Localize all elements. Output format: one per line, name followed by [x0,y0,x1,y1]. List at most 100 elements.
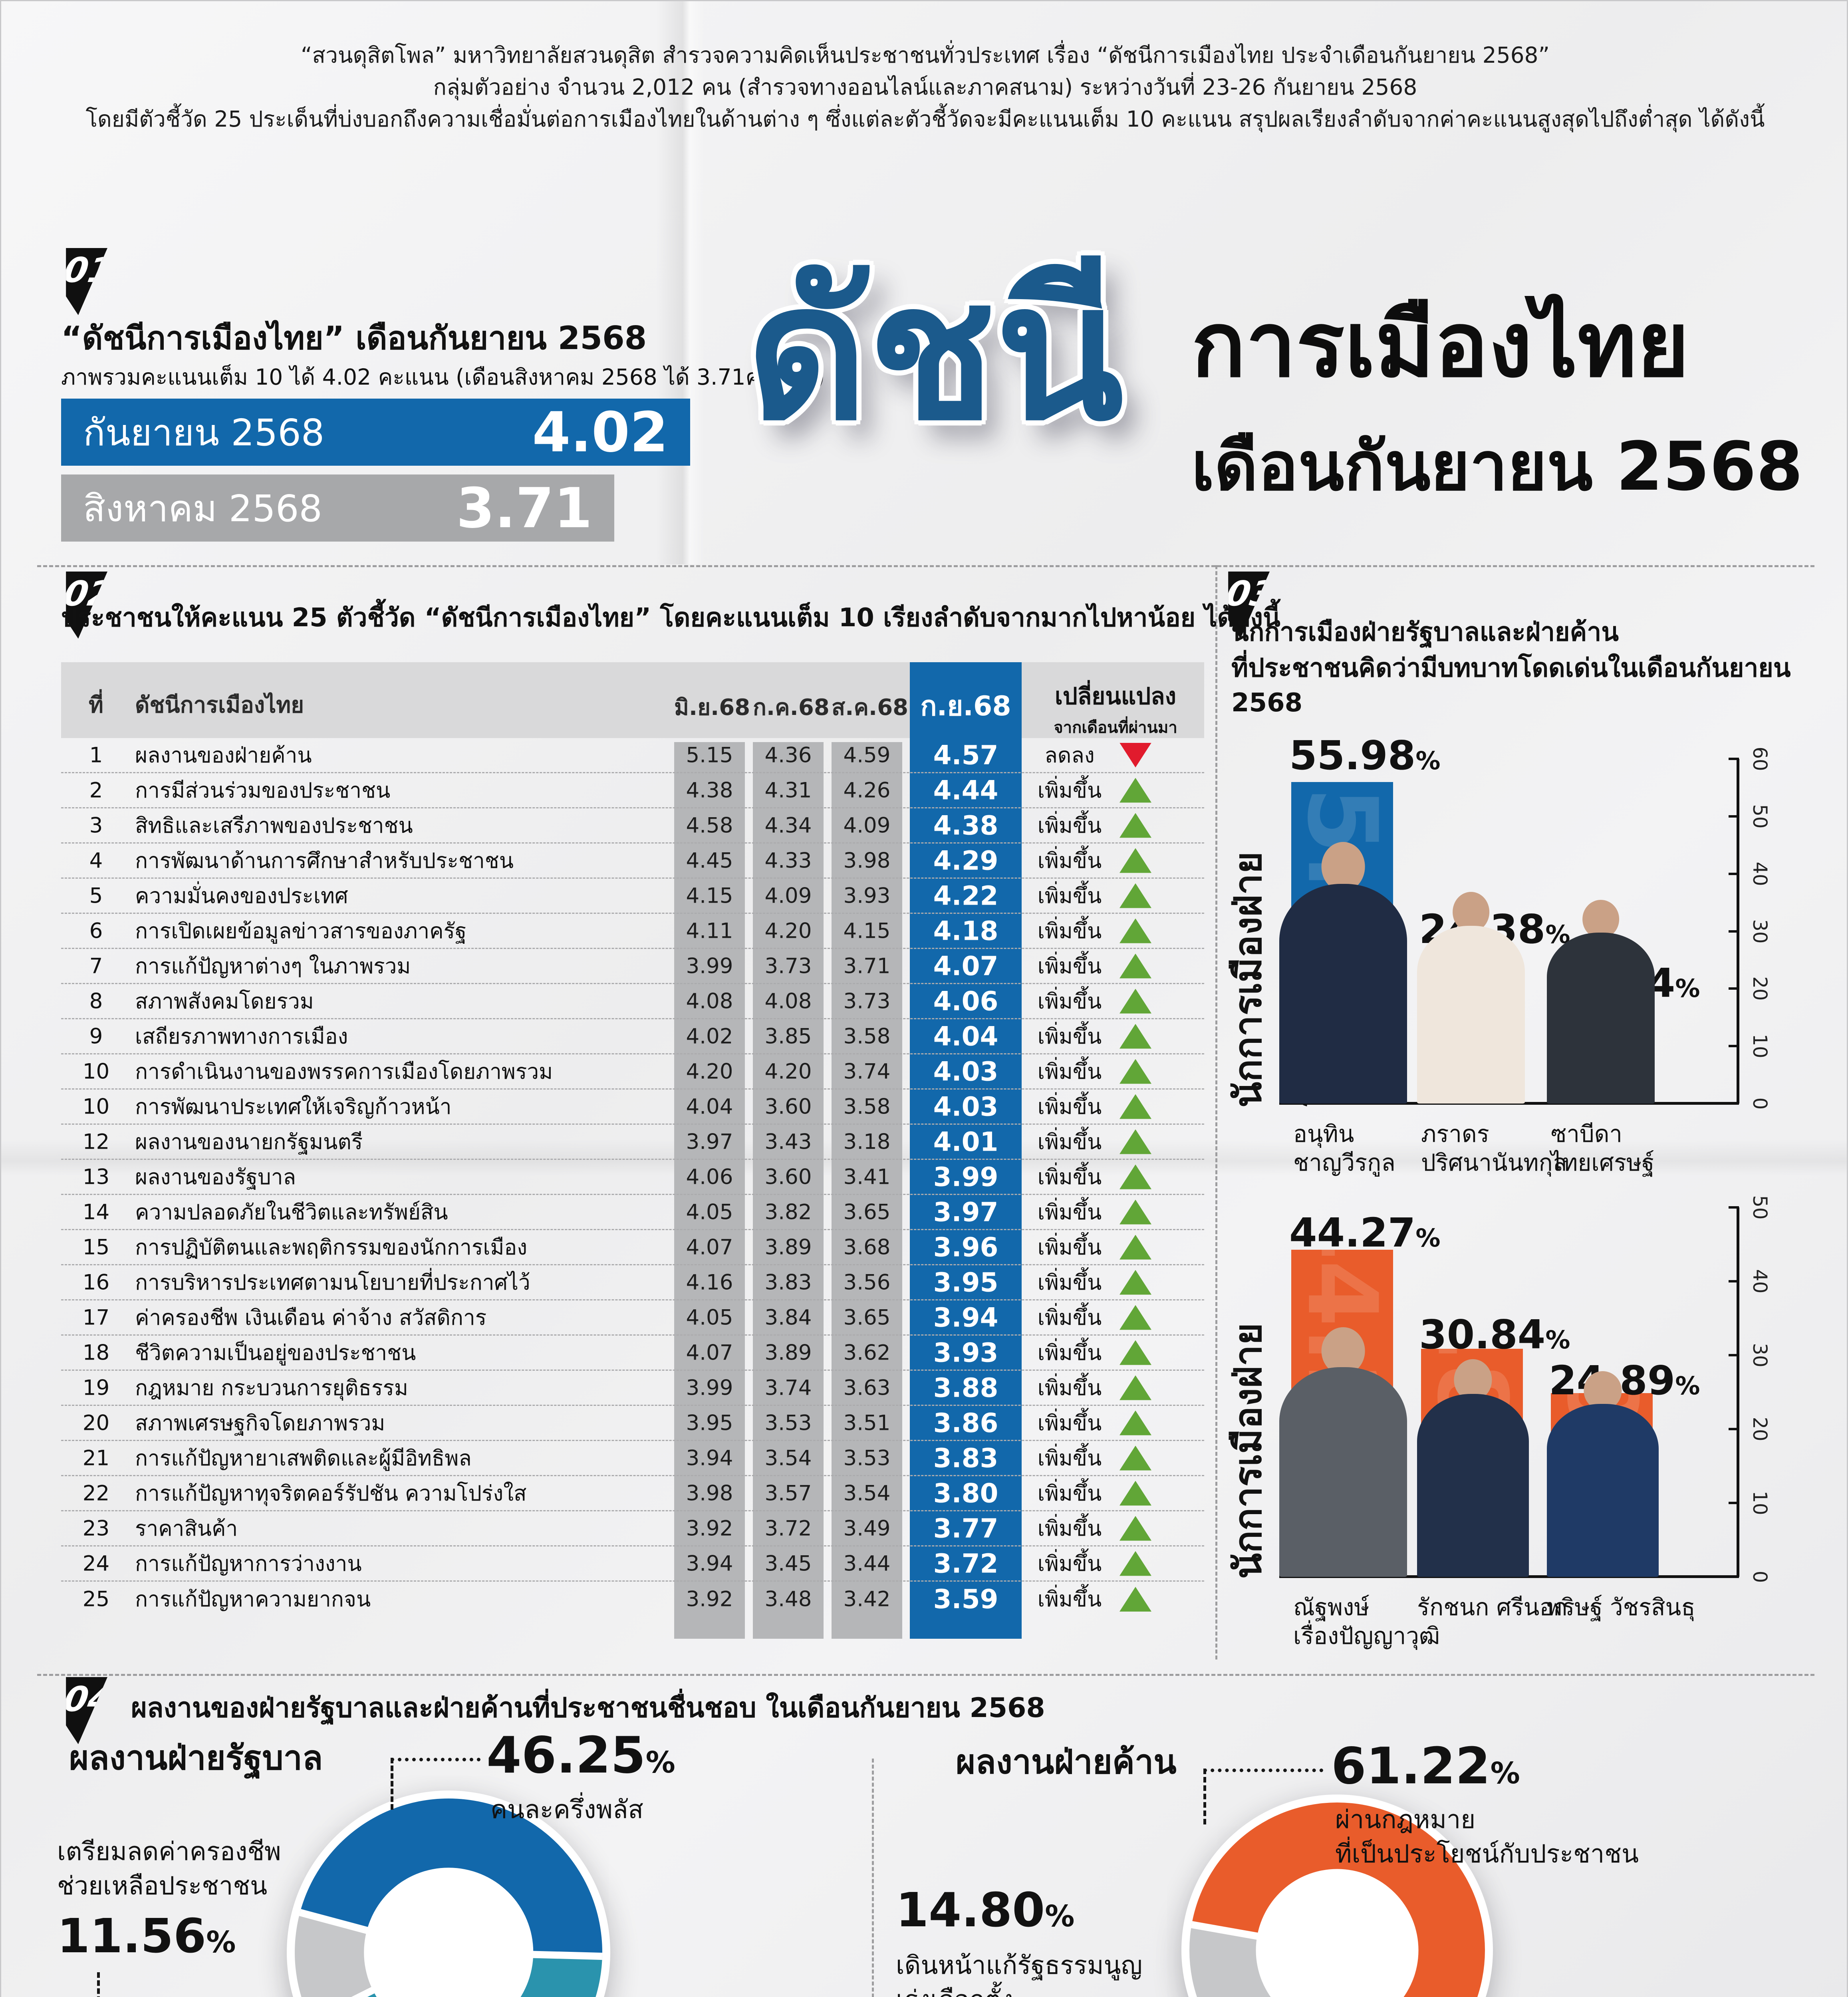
row-indicator: การพัฒนาประเทศให้เจริญก้าวหน้า [135,1094,452,1119]
row-rank: 10 [82,1059,110,1084]
row-rank: 21 [82,1446,110,1470]
col-header-jul: ก.ค.68 [753,695,830,721]
table-row: 10 การพัฒนาประเทศให้เจริญก้าวหน้า 4.04 3.60… [61,1090,1204,1125]
row-indicator: ผลงานของรัฐบาล [135,1165,296,1189]
row-score-sep: 3.83 [933,1443,998,1473]
table-row: 13 ผลงานของรัฐบาล 4.06 3.60 3.41 3.99 เพิ่มขึ้… [61,1160,1204,1195]
indicator-table: ที่ ดัชนีการเมืองไทย มิ.ย.68 ก.ค.68 ส.ค.… [61,662,1204,1645]
row-score-aug: 3.58 [843,1024,891,1048]
row-rank: 22 [82,1481,110,1505]
header-line1: “สวนดุสิตโพล” มหาวิทยาลัยสวนดุสิต สำรวจค… [300,42,1550,68]
row-indicator: ชีวิตความเป็นอยู่ของประชาชน [135,1340,416,1365]
table-row: 25 การแก้ปัญหาความยากจน 3.92 3.48 3.42 3.59 เพ… [61,1582,1204,1617]
table-row: 20 สภาพเศรษฐกิจโดยภาพรวม 3.95 3.53 3.51 3.86 เ… [61,1406,1204,1441]
row-indicator: การแก้ปัญหาความยากจน [135,1587,371,1612]
row-rank: 1 [89,743,103,767]
row-score-jun: 3.94 [686,1446,733,1470]
gov-bar1-name: อนุทิน ชาญวีรกูล [1293,1120,1395,1176]
row-indicator: สภาพเศรษฐกิจโดยภาพรวม [135,1411,385,1435]
row-score-sep: 3.97 [933,1197,998,1227]
axis-tick-label: 0 [1749,1097,1771,1110]
row-score-sep: 4.57 [933,740,998,770]
section-1-title: “ดัชนีการเมืองไทย” เดือนกันยายน 2568 [61,320,647,357]
row-score-jul: 3.89 [764,1235,812,1259]
axis-tick: 0 [1729,1571,1771,1583]
row-indicator: การแก้ปัญหาทุจริตคอร์รัปชัน ความโปร่งใส [135,1481,527,1506]
row-score-aug: 3.62 [843,1340,891,1365]
row-score-aug: 3.51 [843,1411,891,1435]
row-score-jul: 3.83 [764,1270,812,1294]
row-score-jul: 4.33 [764,848,812,873]
politician-photo-anutin [1279,842,1407,1104]
row-score-sep: 4.04 [933,1021,998,1052]
big-title-politics-word: การเมืองไทย [1191,293,1689,397]
row-change-word: เพิ่มขึ้น [1037,1411,1102,1435]
col-header-indicator: ดัชนีการเมืองไทย [135,692,304,718]
top-header: “สวนดุสิตโพล” มหาวิทยาลัยสวนดุสิต สำรวจค… [1,39,1847,135]
row-indicator: เสถียรภาพทางการเมือง [135,1024,348,1049]
table-row: 14 ความปลอดภัยในชีวิตและทรัพย์สิน 4.05 3.82… [61,1195,1204,1230]
table-row: 4 การพัฒนาด้านการศึกษาสำหรับประชาชน 4.45 4.… [61,844,1204,879]
axis-tick: 30 [1729,1343,1771,1368]
table-row: 24 การแก้ปัญหาการว่างงาน 3.94 3.45 3.44 3.72 เ… [61,1546,1204,1582]
gov-donut-slice3-pct: 11.56% [57,1908,236,1963]
politician-photo-rukchanok [1417,1359,1529,1577]
row-rank: 17 [82,1305,110,1330]
table-row: 10 การดำเนินงานของพรรคการเมืองโดยภาพรวม 4.… [61,1054,1204,1090]
axis-tick: 20 [1729,1417,1771,1441]
col-header-jun: มิ.ย.68 [674,695,750,721]
score-bar-value: 4.02 [532,400,669,465]
col-header-change-main: เปลี่ยนแปลง [1055,683,1176,710]
row-score-jun: 3.99 [686,1376,733,1400]
down-arrow-icon [1120,742,1151,768]
up-arrow-icon [1120,1375,1151,1400]
score-bar-label: กันยายน 2568 [83,411,325,454]
up-arrow-icon [1120,1059,1151,1084]
row-score-aug: 3.71 [843,954,891,978]
opp-donut-slice1-pct: 61.22% [1331,1737,1520,1795]
up-arrow-icon [1120,1305,1151,1330]
up-arrow-icon [1120,1199,1151,1225]
row-score-aug: 3.68 [843,1235,891,1259]
axis-tick-label: 60 [1749,746,1771,771]
row-change-word: เพิ่มขึ้น [1037,1587,1102,1612]
row-rank: 20 [82,1411,110,1435]
row-rank: 18 [82,1340,110,1365]
up-arrow-icon [1120,1551,1151,1576]
up-arrow-icon [1120,953,1151,979]
row-score-jul: 4.20 [764,919,812,943]
row-score-jun: 4.04 [686,1094,733,1119]
up-arrow-icon [1120,1164,1151,1189]
row-change-word: เพิ่มขึ้น [1037,1200,1102,1225]
row-score-jul: 3.45 [764,1551,812,1576]
row-change-word: เพิ่มขึ้น [1037,1165,1102,1189]
divider-section4 [37,1674,1814,1676]
row-indicator: การปฏิบัติตนและพฤติกรรมของนักการเมือง [135,1235,528,1260]
row-indicator: การแก้ปัญหายาเสพติดและผู้มีอิทธิพล [135,1446,472,1471]
gov-donut-callout3-line [97,1972,100,1997]
row-score-jul: 3.85 [764,1024,812,1048]
row-indicator: สภาพสังคมโดยรวม [135,989,314,1014]
row-score-jun: 4.06 [686,1165,733,1189]
row-score-aug: 3.63 [843,1376,891,1400]
axis-tick: 50 [1729,804,1771,828]
opp-donut-title: ผลงานฝ่ายค้าน [956,1742,1177,1781]
gov-bar2-name: ภราดร ปริศนานันทกุล [1421,1120,1567,1176]
row-score-jul: 3.60 [764,1094,812,1119]
row-score-aug: 3.73 [843,989,891,1013]
row-rank: 15 [82,1235,110,1259]
table-row: 9 เสถียรภาพทางการเมือง 4.02 3.85 3.58 4.04 เพิ… [61,1019,1204,1054]
row-rank: 19 [82,1376,110,1400]
row-score-sep: 3.80 [933,1478,998,1509]
row-score-sep: 4.29 [933,845,998,876]
row-indicator: ความปลอดภัยในชีวิตและทรัพย์สิน [135,1200,448,1225]
row-score-jun: 4.16 [686,1270,733,1294]
row-score-aug: 4.15 [843,919,891,943]
row-score-jun: 4.07 [686,1340,733,1365]
up-arrow-icon [1120,1340,1151,1365]
row-score-jul: 4.20 [764,1059,812,1084]
up-arrow-icon [1120,883,1151,908]
row-score-aug: 4.26 [843,778,891,802]
row-rank: 12 [82,1130,110,1154]
opp-bar1-name: ณัฐพงษ์ เรื่องปัญญาวุฒิ [1293,1594,1440,1650]
